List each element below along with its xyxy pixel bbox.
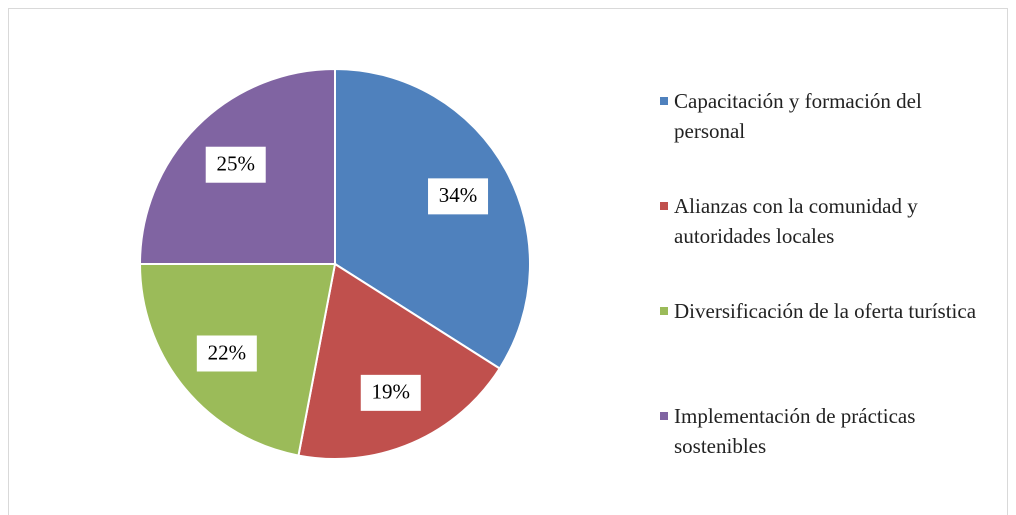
data-label-box — [360, 374, 421, 411]
data-label-box — [196, 335, 257, 372]
legend-swatch — [660, 97, 668, 105]
data-label: 34% — [439, 183, 478, 207]
legend-swatch — [660, 412, 668, 420]
data-label-box — [428, 178, 489, 215]
legend-label: Alianzas con la comunidad y autoridades … — [674, 194, 918, 248]
pie-slice — [297, 262, 502, 460]
legend-item: Alianzas con la comunidad y autoridades … — [658, 191, 998, 296]
legend-swatch — [660, 307, 668, 315]
legend: Capacitación y formación del personal Ali… — [658, 86, 998, 506]
legend-item: Diversificación de la oferta turística — [658, 296, 998, 401]
legend-swatch — [660, 202, 668, 210]
pie-slice — [334, 67, 531, 370]
data-label-box — [205, 146, 266, 183]
legend-label: Implementación de prácticas sostenibles — [674, 404, 916, 458]
legend-item: Implementación de prácticas sostenibles — [658, 401, 998, 506]
legend-item: Capacitación y formación del personal — [658, 86, 998, 191]
frame — [8, 8, 1008, 515]
data-label: 19% — [372, 380, 411, 404]
legend-label: Diversificación de la oferta turística — [674, 299, 977, 323]
legend-label: Capacitación y formación del personal — [674, 89, 922, 143]
data-label: 25% — [216, 152, 255, 176]
data-label: 22% — [208, 340, 247, 364]
